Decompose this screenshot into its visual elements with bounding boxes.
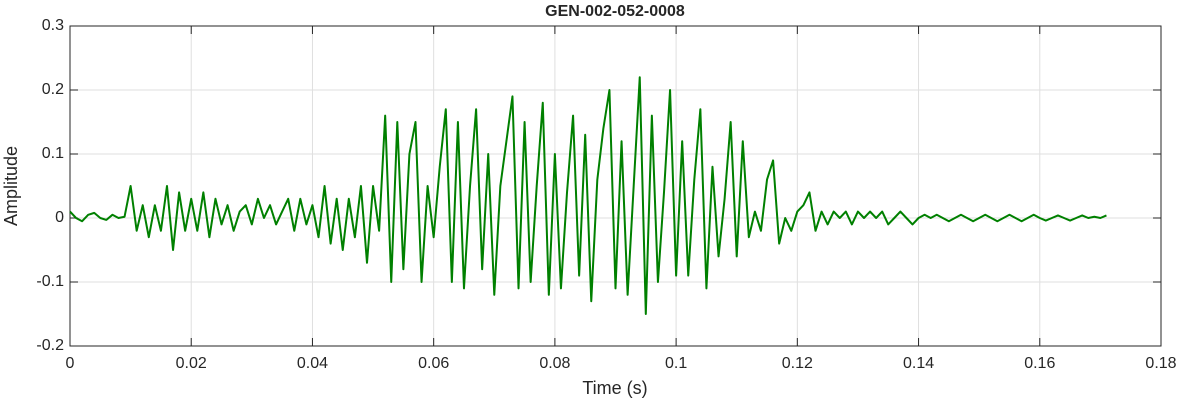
y-axis-label: Amplitude	[1, 146, 21, 226]
chart-title: GEN-002-052-0008	[545, 3, 685, 20]
x-tick-label: 0.14	[903, 355, 934, 372]
x-tick-label: 0	[66, 355, 75, 372]
x-tick-label: 0.12	[782, 355, 813, 372]
y-tick-label: 0.3	[42, 17, 64, 34]
x-tick-label: 0.1	[665, 355, 687, 372]
y-tick-label: 0.2	[42, 81, 64, 98]
x-tick-label: 0.06	[418, 355, 449, 372]
y-tick-label: -0.2	[36, 337, 64, 354]
x-tick-label: 0.08	[539, 355, 570, 372]
waveform-line	[69, 76, 1107, 315]
plot-frame	[69, 25, 1162, 347]
x-axis-label: Time (s)	[582, 378, 647, 398]
x-tick-label: 0.02	[176, 355, 207, 372]
x-tick-label: 0.18	[1145, 355, 1176, 372]
x-tick-label: 0.16	[1024, 355, 1055, 372]
y-tick-label: 0.1	[42, 145, 64, 162]
x-tick-label: 0.04	[297, 355, 328, 372]
y-tick-label: -0.1	[36, 273, 64, 290]
y-tick-label: 0	[55, 209, 64, 226]
